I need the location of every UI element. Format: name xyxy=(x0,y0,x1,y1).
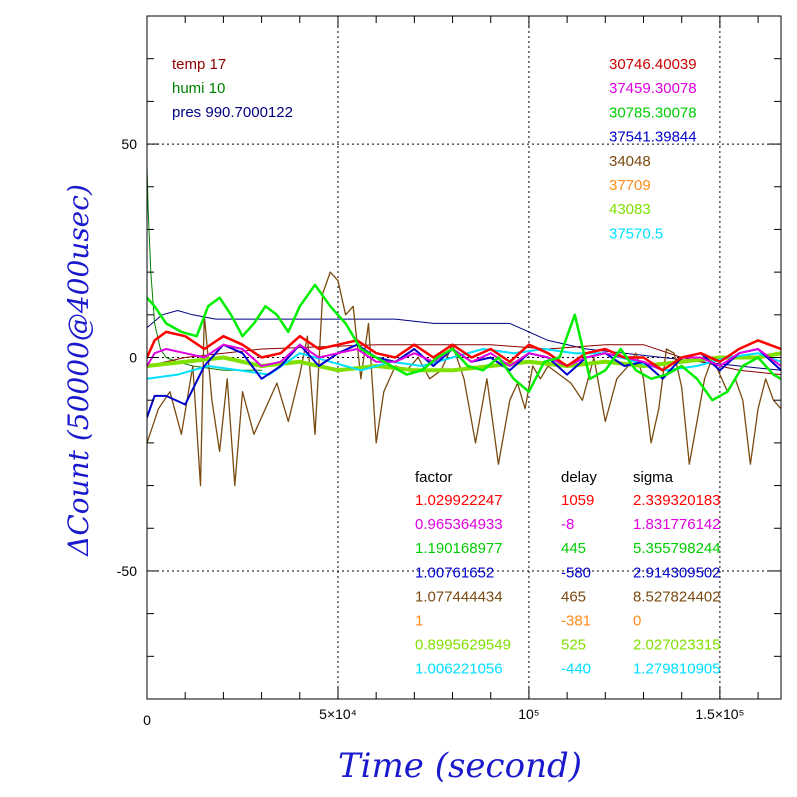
table-cell-sigma: 0 xyxy=(633,613,641,630)
value-legend-entry: 30785.30078 xyxy=(609,104,697,121)
table-cell-delay: 445 xyxy=(561,540,586,557)
table-cell-factor: 1.00761652 xyxy=(415,564,494,581)
table-cell-factor: 1.190168977 xyxy=(415,540,503,557)
table-cell-factor: 1.006221056 xyxy=(415,661,503,678)
y-axis-label: ΔCount (50000@400usec) xyxy=(62,184,95,557)
table-cell-sigma: 2.914309502 xyxy=(633,564,721,581)
env-legend-entry: pres 990.7000122 xyxy=(172,104,293,121)
table-cell-factor: 0.8995629549 xyxy=(415,637,511,654)
table-cell-factor: 1 xyxy=(415,613,423,630)
table-cell-sigma: 2.339320183 xyxy=(633,492,721,509)
table-cell-delay: 525 xyxy=(561,637,586,654)
table-cell-sigma: 2.027023315 xyxy=(633,637,721,654)
table-cell-factor: 1.077444434 xyxy=(415,588,503,605)
table-cell-sigma: 5.355798244 xyxy=(633,540,721,557)
value-legend-entry: 37709 xyxy=(609,177,651,194)
x-tick-label: 0 xyxy=(143,712,151,728)
value-legend-entry: 37570.5 xyxy=(609,225,663,242)
value-legend-entry: 34048 xyxy=(609,153,651,170)
series-line-10 xyxy=(147,283,781,402)
y-tick-label: -50 xyxy=(117,563,137,579)
table-cell-sigma: 1.279810905 xyxy=(633,661,721,678)
series-line-2 xyxy=(147,164,263,371)
env-legend-entry: humi 10 xyxy=(172,80,225,97)
series-layer xyxy=(147,164,781,487)
table-cell-sigma: 8.527824402 xyxy=(633,588,721,605)
table-cell-delay: -580 xyxy=(561,564,591,581)
ticks: 50 0 -50 0 5×10⁴ 10⁵ 1.5×10⁵ xyxy=(117,16,781,728)
value-legend-entry: 37459.30078 xyxy=(609,80,697,97)
x-tick-label: 10⁵ xyxy=(518,706,539,722)
legend: temp 17 humi 10 pres 990.7000122 30746.4003… xyxy=(172,56,721,678)
table-cell-delay: -440 xyxy=(561,661,591,678)
value-legend-entry: 43083 xyxy=(609,201,651,218)
series-line-9 xyxy=(147,330,781,372)
table-cell-delay: 465 xyxy=(561,588,586,605)
table-cell-delay: -381 xyxy=(561,613,591,630)
table-cell-factor: 1.029922247 xyxy=(415,492,503,509)
table-cell-delay: 1059 xyxy=(561,492,594,509)
table-cell-delay: -8 xyxy=(561,516,574,533)
table-header-sigma: sigma xyxy=(633,469,674,486)
series-line-1 xyxy=(147,310,781,371)
table-header-delay: delay xyxy=(561,469,597,486)
series-line-6 xyxy=(147,348,781,380)
table-header-factor: factor xyxy=(415,469,453,486)
table-cell-sigma: 1.831776142 xyxy=(633,516,721,533)
table-cell-factor: 0.965364933 xyxy=(415,516,503,533)
value-legend-entry: 30746.40039 xyxy=(609,56,697,73)
x-tick-label: 5×10⁴ xyxy=(319,706,357,722)
x-tick-label: 1.5×10⁵ xyxy=(695,706,744,722)
y-tick-label: 0 xyxy=(129,350,137,366)
env-legend-entry: temp 17 xyxy=(172,56,226,73)
y-tick-label: 50 xyxy=(121,136,137,152)
x-axis-label: Time (second) xyxy=(338,746,582,786)
series-line-4 xyxy=(147,271,781,487)
value-legend-entry: 37541.39844 xyxy=(609,129,697,146)
